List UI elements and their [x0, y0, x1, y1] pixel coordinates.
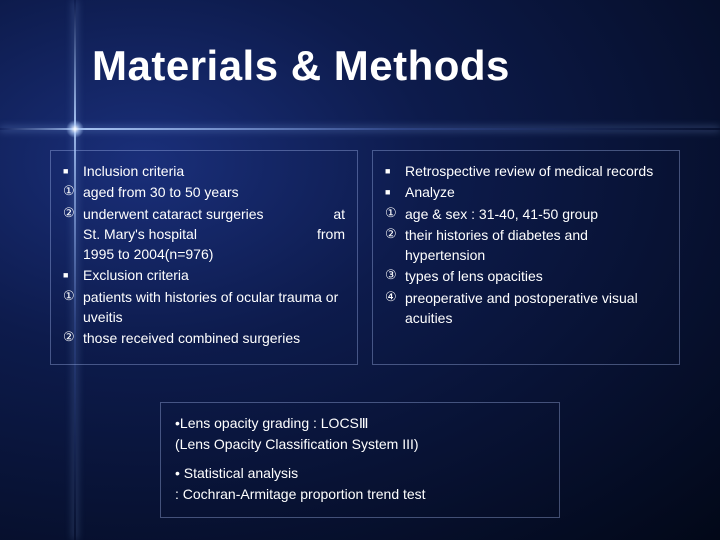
list-item: ■Analyze: [385, 182, 667, 202]
footer-text: (Lens Opacity Classification System III): [175, 434, 545, 455]
list-item-text: Inclusion criteria: [83, 161, 345, 181]
footer-block-1: •Lens opacity grading : LOCSⅢ (Lens Opac…: [175, 413, 545, 455]
bullet-marker: ①: [385, 204, 405, 223]
bullet-marker: ■: [63, 269, 83, 282]
list-item-text: aged from 30 to 50 years: [83, 182, 345, 202]
list-item: ①aged from 30 to 50 years: [63, 182, 345, 202]
bullet-marker: ②: [385, 225, 405, 244]
decorative-flare-horizontal: [0, 128, 720, 130]
list-item-text: those received combined surgeries: [83, 328, 345, 348]
list-item-text: underwent cataract surgeriesatSt. Mary's…: [83, 204, 345, 265]
bullet-marker: ①: [63, 182, 83, 201]
list-item: ④preoperative and postoperative visual a…: [385, 288, 667, 329]
list-item-text: their histories of diabetes and hyperten…: [405, 225, 667, 266]
bullet-marker: ①: [63, 287, 83, 306]
bullet-marker: ②: [63, 328, 83, 347]
list-item-text: Exclusion criteria: [83, 265, 345, 285]
bullet-marker: ■: [63, 165, 83, 178]
left-column-box: ■Inclusion criteria①aged from 30 to 50 y…: [50, 150, 358, 365]
footer-block-2: • Statistical analysis : Cochran-Armitag…: [175, 463, 545, 505]
list-item: ②those received combined surgeries: [63, 328, 345, 348]
footer-text: : Cochran-Armitage proportion trend test: [175, 484, 545, 505]
slide-title: Materials & Methods: [92, 42, 510, 90]
bullet-marker: ■: [385, 165, 405, 178]
list-item-text: preoperative and postoperative visual ac…: [405, 288, 667, 329]
list-item-text: Retrospective review of medical records: [405, 161, 667, 181]
list-item-text: Analyze: [405, 182, 667, 202]
list-item: ③types of lens opacities: [385, 266, 667, 286]
list-item: ■Retrospective review of medical records: [385, 161, 667, 181]
bullet-marker: ③: [385, 266, 405, 285]
list-item: ■Exclusion criteria: [63, 265, 345, 285]
footer-box: •Lens opacity grading : LOCSⅢ (Lens Opac…: [160, 402, 560, 518]
list-item-text: age & sex : 31-40, 41-50 group: [405, 204, 667, 224]
right-column-box: ■Retrospective review of medical records…: [372, 150, 680, 365]
bullet-marker: ④: [385, 288, 405, 307]
footer-text: • Statistical analysis: [175, 463, 545, 484]
content-columns: ■Inclusion criteria①aged from 30 to 50 y…: [50, 150, 680, 365]
list-item: ①patients with histories of ocular traum…: [63, 287, 345, 328]
bullet-marker: ■: [385, 186, 405, 199]
list-item: ②their histories of diabetes and hyperte…: [385, 225, 667, 266]
list-item: ①age & sex : 31-40, 41-50 group: [385, 204, 667, 224]
footer-text: •Lens opacity grading : LOCSⅢ: [175, 413, 545, 434]
list-item: ■Inclusion criteria: [63, 161, 345, 181]
list-item-text: patients with histories of ocular trauma…: [83, 287, 345, 328]
bullet-marker: ②: [63, 204, 83, 223]
list-item: ②underwent cataract surgeriesatSt. Mary'…: [63, 204, 345, 265]
list-item-text: types of lens opacities: [405, 266, 667, 286]
decorative-flare-star: [66, 120, 84, 138]
